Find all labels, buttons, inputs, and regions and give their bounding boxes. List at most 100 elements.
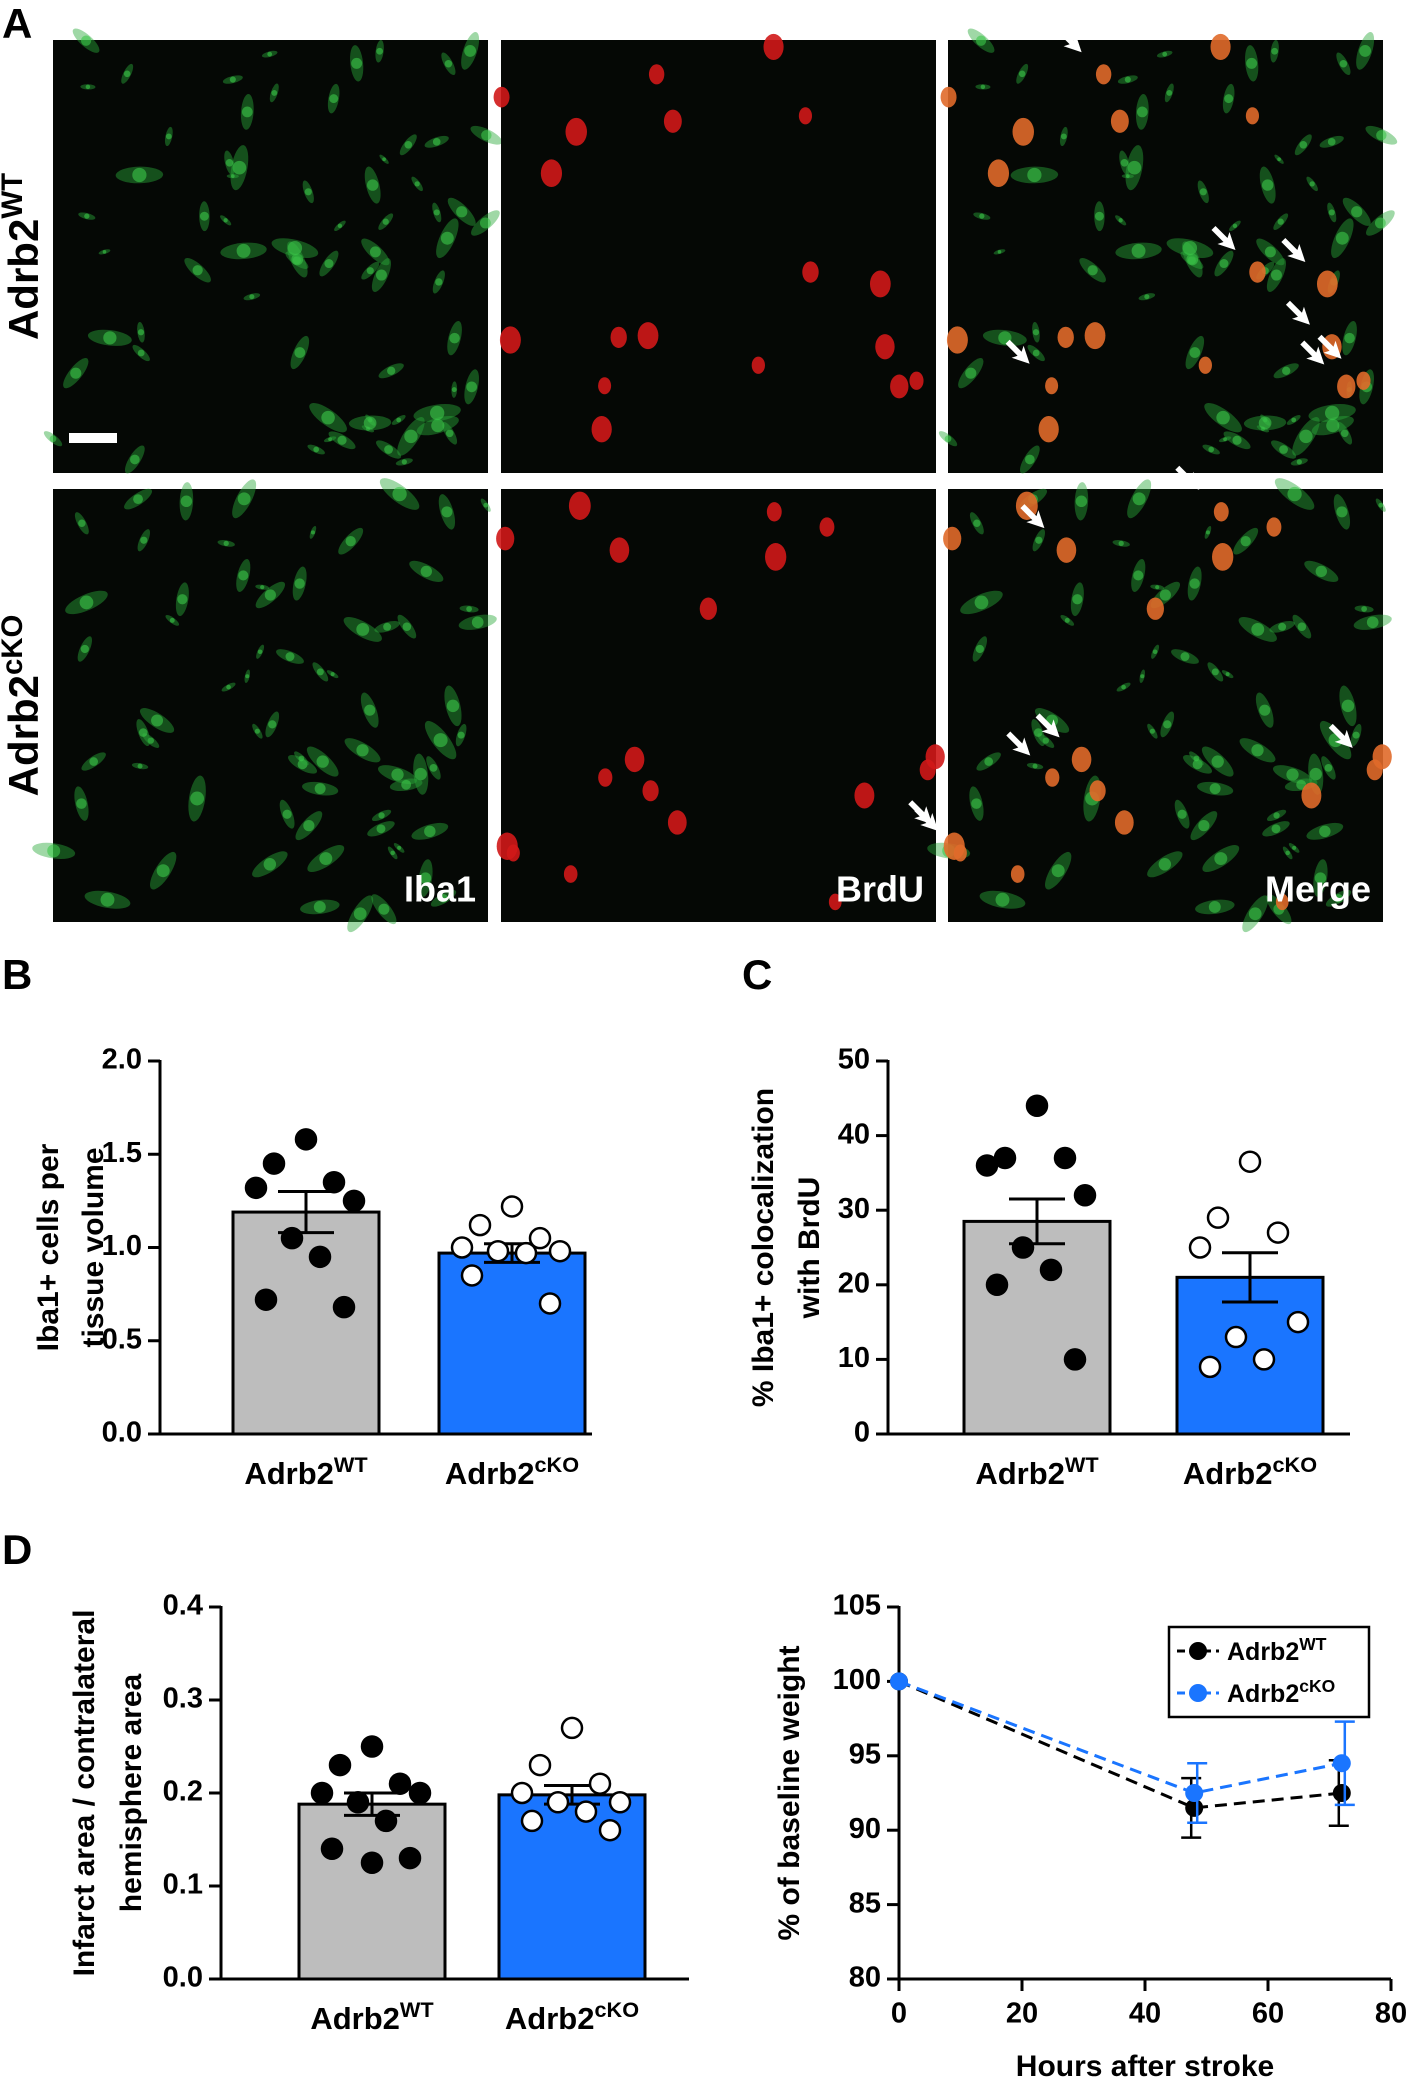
iba1-soma (1296, 459, 1302, 465)
iba1-soma (464, 45, 477, 57)
brdu-nucleus (943, 832, 965, 860)
iba1-soma (1144, 294, 1150, 300)
iba1-soma (1378, 502, 1384, 508)
iba1-soma (260, 585, 265, 590)
y-tick-label: 0.0 (163, 1962, 203, 1994)
iba1-soma (1211, 755, 1224, 768)
iba1-soma (1277, 157, 1281, 162)
iba1-soma (1120, 159, 1129, 167)
bar (962, 1219, 1112, 1436)
iba1-soma (401, 459, 407, 465)
brdu-nucleus (1249, 261, 1266, 283)
arrowhead (1057, 28, 1082, 53)
arrowhead (1211, 226, 1236, 251)
y-axis-title: % of baseline weight (773, 1645, 806, 1940)
iba1-soma (1060, 133, 1067, 140)
brdu-nucleus (987, 159, 1010, 188)
iba1-soma (129, 454, 140, 465)
micrograph-background (501, 40, 936, 473)
iba1-soma (1205, 530, 1210, 535)
iba1-soma (1140, 674, 1145, 679)
iba1-soma (1133, 570, 1144, 581)
iba1-soma (1042, 737, 1049, 744)
brdu-nucleus (1110, 109, 1129, 133)
data-point (1266, 1221, 1290, 1244)
iba1-soma (1087, 265, 1098, 276)
iba1-soma (973, 519, 981, 527)
data-point (294, 1128, 318, 1151)
channel-label: Iba1 (404, 869, 476, 910)
x-tick-label: Adrb2cKO (445, 1452, 579, 1491)
iba1-soma (245, 674, 250, 679)
iba1-soma (1315, 565, 1327, 578)
iba1-soma (1155, 585, 1160, 590)
y-tick-label: 95 (849, 1738, 881, 1770)
iba1-soma (1334, 893, 1343, 903)
micrograph (938, 28, 1398, 474)
series-marker (1185, 1798, 1204, 1817)
iba1-soma (316, 755, 329, 768)
brdu-nucleus (609, 537, 630, 563)
iba1-soma (471, 616, 484, 629)
x-tick-label: 0 (891, 1998, 907, 2030)
iba1-soma (1018, 70, 1026, 78)
iba1-soma (466, 606, 472, 612)
iba1-soma (1296, 779, 1307, 790)
y-tick-label: 30 (838, 1193, 870, 1225)
data-point (450, 1236, 474, 1259)
channel-label: BrdU (836, 869, 924, 910)
iba1-soma (1291, 417, 1297, 423)
brdu-nucleus (493, 86, 510, 108)
iba1-soma (1072, 594, 1083, 605)
brdu-nucleus (1210, 33, 1231, 60)
brdu-nucleus (1057, 326, 1074, 348)
iba1-soma (1209, 783, 1221, 795)
iba1-soma (254, 728, 260, 734)
label-base: Adrb2 (1227, 1638, 1299, 1666)
iba1-soma (190, 791, 205, 806)
iba1-soma (310, 530, 315, 535)
panel-letter: C (742, 951, 772, 998)
iba1-soma (1278, 622, 1287, 631)
iba1-soma (1032, 329, 1040, 336)
data-point (520, 1809, 544, 1833)
y-axis-title: with BrdU (793, 1177, 826, 1320)
bar (437, 1251, 587, 1436)
brdu-nucleus (828, 893, 842, 911)
data-point (360, 1735, 384, 1758)
y-tick-label: 0.3 (163, 1683, 203, 1715)
data-point (574, 1800, 598, 1823)
iba1-soma (1344, 332, 1355, 344)
iba1-soma (103, 331, 117, 345)
brdu-nucleus (875, 334, 895, 360)
iba1-soma (432, 138, 441, 146)
iba1-soma (1024, 454, 1035, 465)
iba1-soma (249, 294, 255, 300)
iba1-soma (102, 250, 107, 254)
data-point (244, 1176, 268, 1200)
iba1-soma (1192, 759, 1203, 770)
iba1-soma (229, 76, 236, 83)
iba1-soma (430, 405, 445, 421)
x-tick-label: Adrb2cKO (1183, 1452, 1317, 1491)
iba1-soma (1299, 140, 1308, 149)
data-point (254, 1288, 278, 1311)
iba1-soma (1193, 755, 1200, 762)
brdu-nucleus (890, 374, 909, 399)
iba1-soma (271, 89, 278, 96)
iba1-soma (1376, 130, 1387, 141)
arrowhead (1175, 465, 1200, 490)
legend-label: Adrb2WT (1227, 1634, 1327, 1666)
iba1-soma (384, 445, 393, 454)
arrowhead (1328, 723, 1353, 748)
iba1-soma (123, 70, 131, 78)
x-tick-label: 60 (1252, 1998, 1284, 2030)
iba1-soma (979, 213, 985, 219)
iba1-soma (1075, 495, 1088, 508)
data-point (598, 1818, 622, 1842)
iba1-soma (225, 159, 234, 167)
iba1-soma (1180, 652, 1190, 662)
iba1-soma (980, 84, 986, 90)
data-point (342, 1189, 366, 1213)
iba1-soma (419, 872, 432, 884)
